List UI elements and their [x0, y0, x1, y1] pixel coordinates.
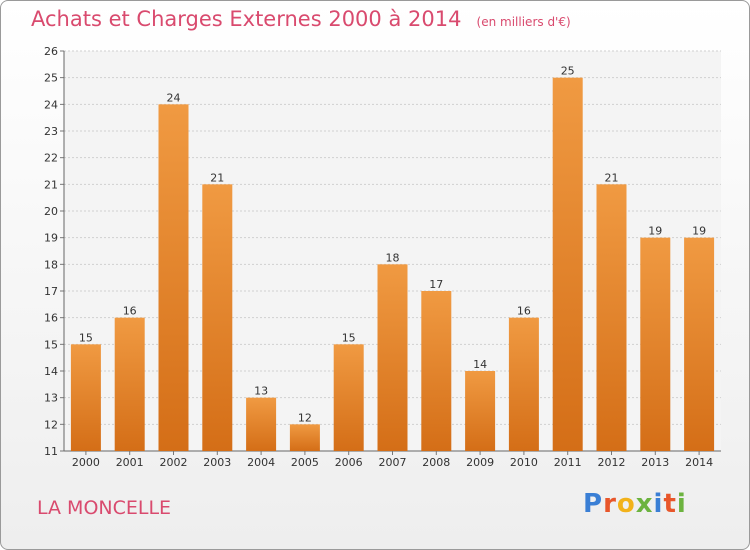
data-label: 24: [167, 91, 181, 104]
data-label: 15: [79, 331, 93, 344]
x-tick-label: 2012: [598, 456, 626, 469]
data-label: 19: [648, 225, 662, 238]
data-label: 13: [254, 385, 268, 398]
bar-2007: [377, 264, 408, 451]
logo-letter: o: [616, 489, 636, 519]
x-tick-label: 2011: [554, 456, 582, 469]
y-tick-label: 12: [44, 418, 58, 431]
y-tick-label: 19: [44, 232, 58, 245]
proxiti-logo: Proxiti: [583, 489, 687, 519]
location-label: LA MONCELLE: [37, 497, 172, 519]
chart-title-text: Achats et Charges Externes 2000 à 2014: [31, 7, 462, 31]
x-tick-label: 2006: [335, 456, 363, 469]
data-label: 25: [561, 65, 575, 78]
bar-2008: [421, 291, 452, 451]
y-tick-label: 25: [44, 72, 58, 85]
logo-letter: r: [603, 489, 617, 519]
bar-2009: [465, 371, 496, 451]
y-tick-label: 20: [44, 205, 58, 218]
logo-letter: i: [653, 489, 664, 519]
y-tick-label: 17: [44, 285, 58, 298]
bar-2006: [333, 344, 364, 451]
y-tick-label: 23: [44, 125, 58, 138]
x-tick-label: 2002: [160, 456, 188, 469]
x-tick-label: 2005: [291, 456, 319, 469]
y-tick-label: 15: [44, 338, 58, 351]
data-label: 15: [342, 331, 356, 344]
bar-2003: [202, 184, 233, 452]
y-tick-label: 13: [44, 392, 58, 405]
bar-2011: [552, 77, 583, 452]
data-label: 16: [123, 305, 137, 318]
x-tick-label: 2010: [510, 456, 538, 469]
data-label: 21: [210, 171, 224, 184]
data-label: 14: [473, 358, 487, 371]
y-tick-label: 24: [44, 98, 58, 111]
data-label: 19: [692, 225, 706, 238]
bar-2013: [640, 237, 671, 451]
y-tick-label: 14: [44, 365, 58, 378]
x-tick-label: 2014: [685, 456, 713, 469]
bar-2014: [684, 237, 715, 451]
x-tick-label: 2004: [247, 456, 275, 469]
bar-2012: [596, 184, 627, 452]
y-tick-label: 18: [44, 258, 58, 271]
x-tick-label: 2009: [466, 456, 494, 469]
x-tick-label: 2001: [116, 456, 144, 469]
logo-letter: t: [663, 489, 677, 519]
x-tick-label: 2013: [641, 456, 669, 469]
chart-unit-text: (en milliers d'€): [476, 15, 571, 29]
bar-2005: [289, 424, 320, 451]
x-tick-label: 2003: [203, 456, 231, 469]
logo-letter: P: [583, 489, 604, 519]
data-label: 16: [517, 305, 531, 318]
x-tick-label: 2007: [379, 456, 407, 469]
y-tick-label: 26: [44, 45, 58, 58]
bar-2010: [508, 317, 539, 451]
x-tick-label: 2008: [422, 456, 450, 469]
x-tick-label: 2000: [72, 456, 100, 469]
bar-2004: [246, 397, 277, 451]
logo-letter: i: [676, 489, 687, 519]
y-tick-label: 21: [44, 178, 58, 191]
data-label: 17: [429, 278, 443, 291]
bar-2001: [114, 317, 145, 451]
logo-letter: x: [635, 489, 654, 519]
bar-2000: [70, 344, 101, 451]
data-label: 21: [605, 171, 619, 184]
data-label: 18: [386, 251, 400, 264]
chart-title: Achats et Charges Externes 2000 à 2014 (…: [31, 7, 571, 31]
data-label: 12: [298, 411, 312, 424]
bar-2002: [158, 104, 189, 451]
y-tick-label: 11: [44, 445, 58, 458]
y-tick-label: 16: [44, 312, 58, 325]
y-tick-label: 22: [44, 152, 58, 165]
